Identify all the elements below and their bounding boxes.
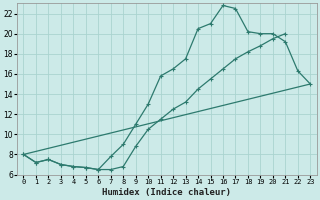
X-axis label: Humidex (Indice chaleur): Humidex (Indice chaleur) — [102, 188, 231, 197]
